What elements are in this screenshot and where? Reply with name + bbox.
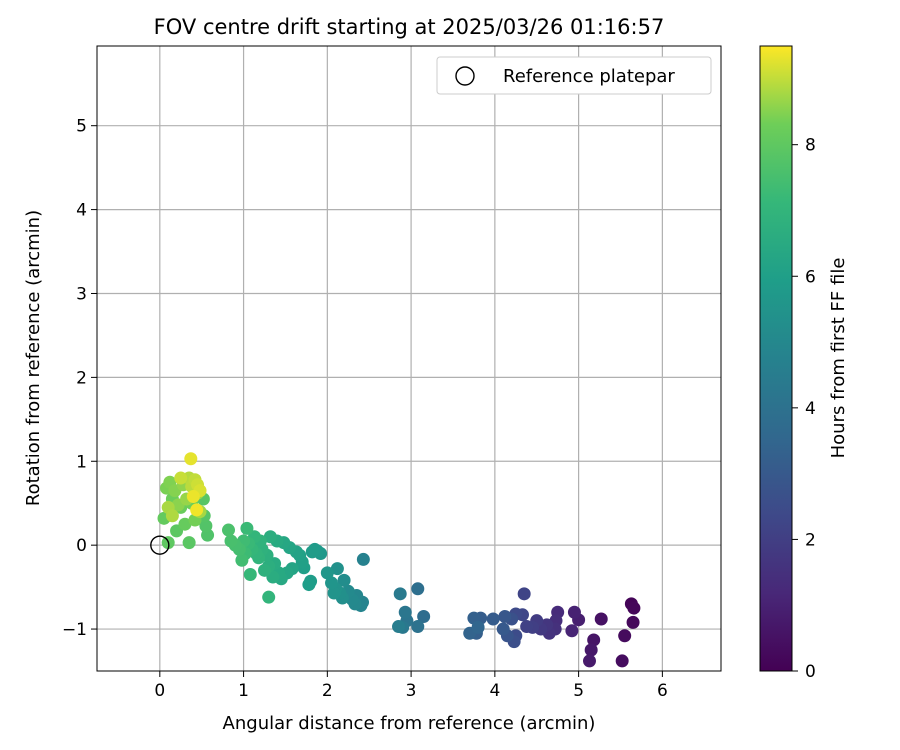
data-point	[263, 530, 277, 544]
data-point	[199, 519, 213, 533]
data-point	[330, 562, 344, 576]
colorbar-tick-label: 2	[805, 530, 816, 550]
colorbar-gradient	[759, 45, 793, 672]
legend-label: Reference platepar	[503, 66, 675, 87]
data-point	[320, 566, 334, 580]
colorbar-ticks: 0 2 4 6 8	[792, 136, 816, 682]
y-axis-label: Rotation from reference (arcmin)	[23, 210, 44, 506]
data-point	[627, 601, 641, 615]
data-point	[417, 609, 431, 623]
data-point	[356, 552, 370, 566]
y-tick-label: 0	[76, 536, 87, 556]
x-axis-label: Angular distance from reference (arcmin)	[223, 713, 596, 734]
y-ticks: −1 0 1 2 3 4 5	[62, 117, 97, 640]
legend: Reference platepar	[436, 56, 712, 95]
data-point	[302, 578, 316, 592]
colorbar: 0 2 4 6 8 Hours from first FF file	[759, 45, 849, 682]
colorbar-label: Hours from first FF file	[828, 258, 849, 459]
legend-box	[436, 56, 712, 95]
data-points	[157, 452, 641, 668]
data-point	[618, 629, 632, 643]
data-point	[582, 654, 596, 668]
data-point	[587, 633, 601, 647]
colorbar-tick-label: 8	[805, 136, 816, 156]
plot-frame	[96, 45, 722, 672]
y-tick-label: −1	[62, 620, 87, 640]
data-point	[393, 587, 407, 601]
x-ticks: 0 1 2 3 4 5 6	[154, 671, 668, 701]
x-tick-label: 1	[238, 681, 249, 701]
data-point	[182, 536, 196, 550]
data-point	[517, 587, 531, 601]
data-point	[258, 563, 272, 577]
data-point	[262, 590, 276, 604]
data-point	[186, 490, 200, 504]
data-point	[520, 620, 534, 634]
x-tick-label: 3	[406, 681, 417, 701]
data-point	[178, 517, 192, 531]
data-point	[190, 503, 204, 517]
data-point	[398, 605, 412, 619]
y-tick-label: 3	[76, 284, 87, 304]
colorbar-tick-label: 4	[805, 399, 816, 419]
data-point	[305, 545, 319, 559]
data-point	[594, 612, 608, 626]
data-point	[392, 620, 406, 634]
data-point	[498, 609, 512, 623]
data-point	[486, 612, 500, 626]
data-point	[626, 615, 640, 629]
data-point	[174, 471, 188, 485]
y-tick-label: 2	[76, 368, 87, 388]
legend-marker	[455, 66, 475, 86]
x-tick-label: 6	[657, 681, 668, 701]
data-point	[165, 509, 179, 523]
data-point	[411, 582, 425, 596]
data-point	[565, 624, 579, 638]
data-point	[325, 576, 339, 590]
data-point	[222, 523, 236, 537]
x-tick-label: 5	[573, 681, 584, 701]
data-point	[224, 534, 238, 548]
colorbar-tick-label: 6	[805, 267, 816, 287]
data-point	[411, 620, 425, 634]
data-point	[235, 553, 249, 567]
y-tick-label: 1	[76, 452, 87, 472]
chart-title: FOV centre drift starting at 2025/03/26 …	[154, 15, 665, 39]
data-point	[567, 605, 581, 619]
data-point	[584, 643, 598, 657]
reference-marker	[150, 535, 170, 555]
y-tick-label: 5	[76, 117, 87, 137]
y-tick-label: 4	[76, 201, 87, 221]
data-point	[337, 573, 351, 587]
x-tick-label: 4	[489, 681, 500, 701]
colorbar-tick-label: 0	[805, 662, 816, 682]
data-point	[243, 568, 257, 582]
data-point	[240, 521, 254, 535]
data-point	[615, 654, 629, 668]
data-point	[327, 586, 341, 600]
grid-lines	[97, 46, 721, 671]
x-tick-label: 0	[154, 681, 165, 701]
x-tick-label: 2	[322, 681, 333, 701]
data-point	[471, 620, 485, 634]
data-point	[496, 622, 510, 636]
data-point	[184, 452, 198, 466]
